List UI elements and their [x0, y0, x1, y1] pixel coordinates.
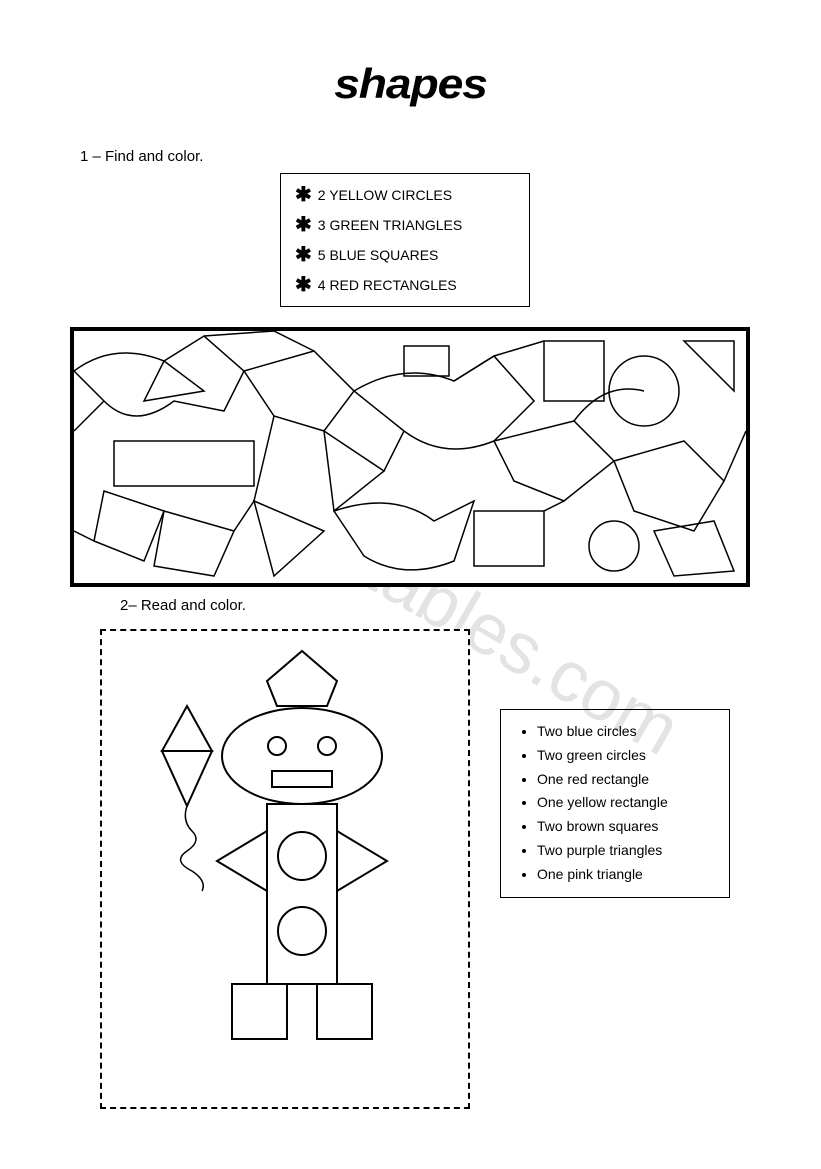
task1-item: 3 GREEN TRIANGLES	[318, 215, 462, 236]
task2-item: Two green circles	[537, 744, 711, 768]
task2-item: Two purple triangles	[537, 839, 711, 863]
task1-instruction-box: ✱ 2 YELLOW CIRCLES ✱ 3 GREEN TRIANGLES ✱ 5 …	[280, 173, 530, 307]
puzzle-find-shapes	[70, 327, 750, 587]
task2-item: One pink triangle	[537, 863, 711, 887]
task2-instruction-box: Two blue circles Two green circles One r…	[500, 709, 730, 898]
robot-coloring-box	[100, 629, 470, 1109]
bullet-icon: ✱	[295, 270, 312, 300]
task2-label: 2– Read and color.	[120, 597, 761, 614]
task2-item: Two brown squares	[537, 815, 711, 839]
puzzle-svg	[74, 331, 746, 583]
bullet-icon: ✱	[295, 180, 312, 210]
bullet-icon: ✱	[295, 240, 312, 270]
task1-item: 2 YELLOW CIRCLES	[318, 185, 452, 206]
task1-item: 5 BLUE SQUARES	[318, 245, 439, 266]
task2-item: One yellow rectangle	[537, 791, 711, 815]
robot-svg	[102, 631, 468, 1107]
task1-label: 1 – Find and color.	[80, 148, 761, 165]
task1-item: 4 RED RECTANGLES	[318, 275, 457, 296]
task2-item: One red rectangle	[537, 768, 711, 792]
bullet-icon: ✱	[295, 210, 312, 240]
page-title: shapes	[25, 60, 796, 108]
task2-item: Two blue circles	[537, 720, 711, 744]
